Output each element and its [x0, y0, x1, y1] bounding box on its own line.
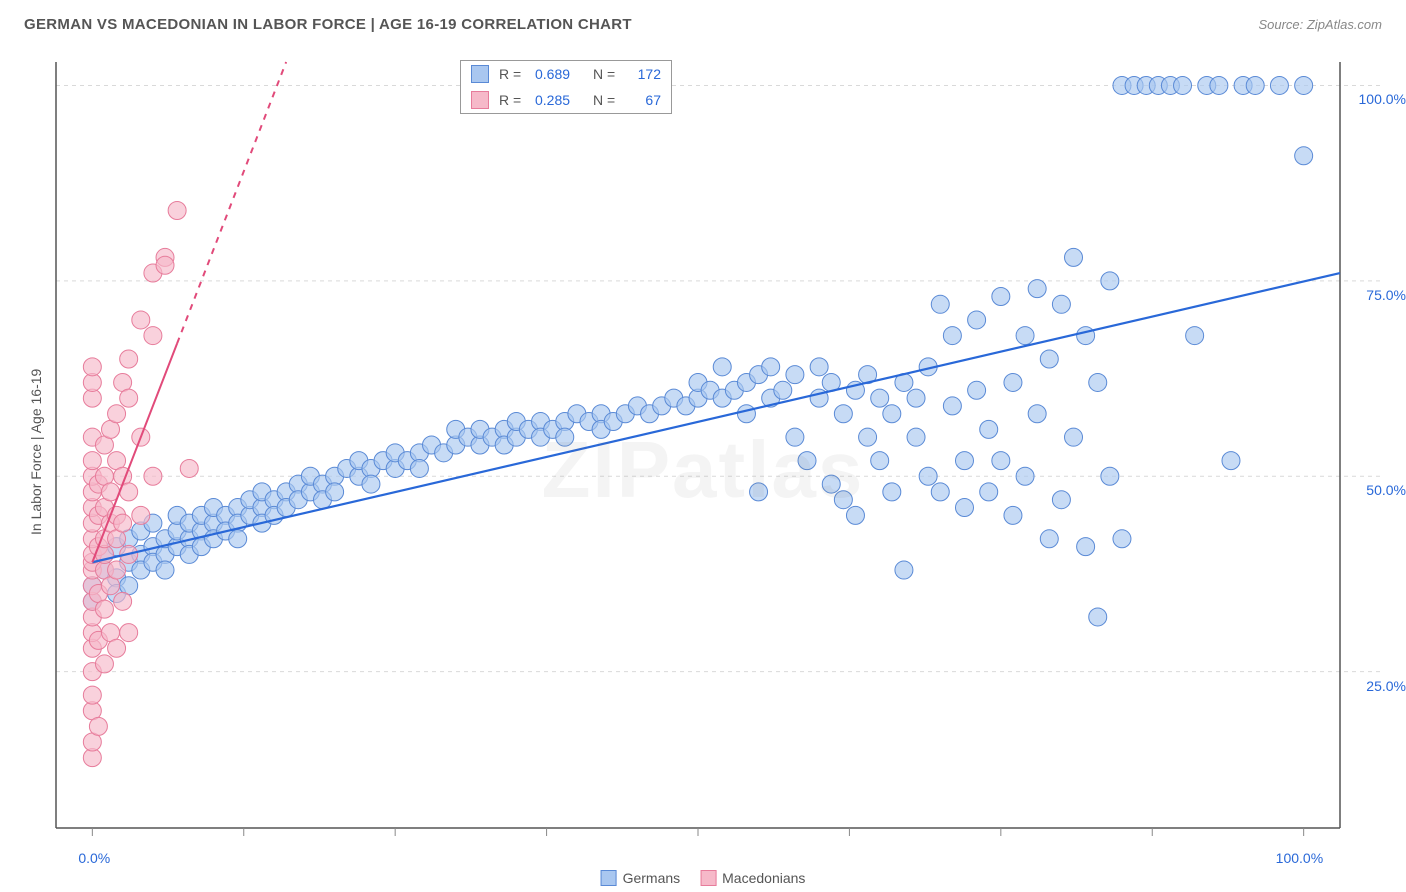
stats-legend-row: R = 0.285 N = 67 [461, 87, 671, 113]
x-axis-max-label: 100.0% [1276, 850, 1323, 866]
n-value: 172 [629, 66, 661, 82]
n-value: 67 [629, 92, 661, 108]
r-label: R = [499, 66, 525, 82]
legend-item: Germans [601, 870, 681, 886]
source-prefix: Source: [1258, 17, 1306, 32]
scatter-chart [0, 48, 1406, 892]
y-tick-label: 75.0% [1346, 287, 1406, 303]
legend-item: Macedonians [700, 870, 805, 886]
y-tick-label: 50.0% [1346, 482, 1406, 498]
chart-header: GERMAN VS MACEDONIAN IN LABOR FORCE | AG… [0, 0, 1406, 48]
n-label: N = [593, 92, 619, 108]
y-tick-label: 100.0% [1346, 91, 1406, 107]
r-value: 0.285 [535, 92, 583, 108]
n-label: N = [593, 66, 619, 82]
bottom-legend: Germans Macedonians [601, 870, 806, 886]
legend-label: Germans [623, 870, 681, 886]
legend-swatch [471, 65, 489, 83]
x-axis-min-label: 0.0% [78, 850, 110, 866]
y-tick-label: 25.0% [1346, 678, 1406, 694]
source-name: ZipAtlas.com [1307, 17, 1382, 32]
legend-swatch [700, 870, 716, 886]
r-label: R = [499, 92, 525, 108]
source-attribution: Source: ZipAtlas.com [1258, 17, 1382, 32]
chart-area: ZIPatlas R =0.689N =172R =0.285N =67 In … [0, 48, 1406, 892]
legend-label: Macedonians [722, 870, 805, 886]
stats-legend: R = 0.689 N = 172 R = 0.285 N = 67 [460, 60, 672, 114]
stats-legend-row: R = 0.689 N = 172 [461, 61, 671, 87]
chart-title: GERMAN VS MACEDONIAN IN LABOR FORCE | AG… [24, 16, 632, 33]
r-value: 0.689 [535, 66, 583, 82]
legend-swatch [471, 91, 489, 109]
legend-swatch [601, 870, 617, 886]
y-axis-label: In Labor Force | Age 16-19 [28, 369, 44, 535]
